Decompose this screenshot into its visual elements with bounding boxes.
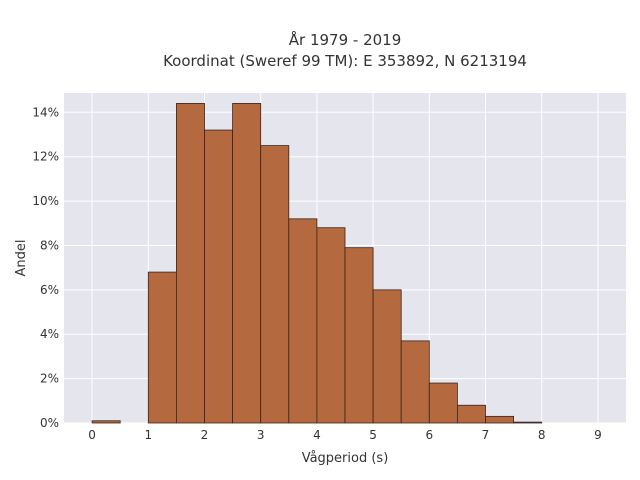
chart-title-line-2: Koordinat (Sweref 99 TM): E 353892, N 62… (163, 52, 527, 70)
histogram-bar-3 (175, 103, 205, 424)
histogram-bar-10 (372, 289, 402, 424)
y-axis-ticks: 0% 2% 4% 6% 8% 10% 12% 14% (32, 105, 59, 430)
histogram-bar-0 (91, 420, 121, 424)
histogram-bar-13 (456, 404, 486, 424)
histogram-bar-6 (260, 145, 290, 424)
x-tick-label: 5 (369, 428, 377, 442)
x-tick-label: 7 (482, 428, 490, 442)
chart-title-line-1: År 1979 - 2019 (289, 30, 402, 49)
y-tick-label: 2% (40, 372, 59, 386)
x-tick-label: 8 (538, 428, 546, 442)
x-axis-label: Vågperiod (s) (302, 451, 389, 466)
x-tick-label: 6 (425, 428, 433, 442)
histogram-bar-9 (344, 247, 374, 424)
y-tick-label: 10% (32, 194, 59, 208)
histogram-bar-7 (288, 218, 318, 424)
histogram-bar-11 (400, 340, 430, 424)
histogram-bar-2 (147, 271, 177, 424)
histogram-bar-4 (204, 129, 234, 424)
histogram-bar-14 (485, 415, 515, 424)
histogram-bars (91, 103, 543, 424)
x-tick-label: 9 (594, 428, 602, 442)
x-tick-label: 3 (257, 428, 265, 442)
y-axis-label: Andel (14, 240, 29, 277)
y-tick-label: 4% (40, 327, 59, 341)
x-axis-ticks: 0 1 2 3 4 5 6 7 8 9 (88, 428, 601, 442)
x-tick-label: 0 (88, 428, 96, 442)
y-tick-label: 12% (32, 150, 59, 164)
histogram-bar-5 (232, 103, 262, 424)
y-tick-label: 6% (40, 283, 59, 297)
histogram-bar-15 (513, 421, 543, 424)
x-tick-label: 2 (201, 428, 209, 442)
histogram-bar-8 (316, 227, 346, 424)
x-tick-label: 1 (144, 428, 152, 442)
y-tick-label: 8% (40, 238, 59, 252)
y-tick-label: 0% (40, 416, 59, 430)
y-tick-label: 14% (32, 105, 59, 119)
histogram-bar-12 (428, 382, 458, 424)
x-tick-label: 4 (313, 428, 321, 442)
